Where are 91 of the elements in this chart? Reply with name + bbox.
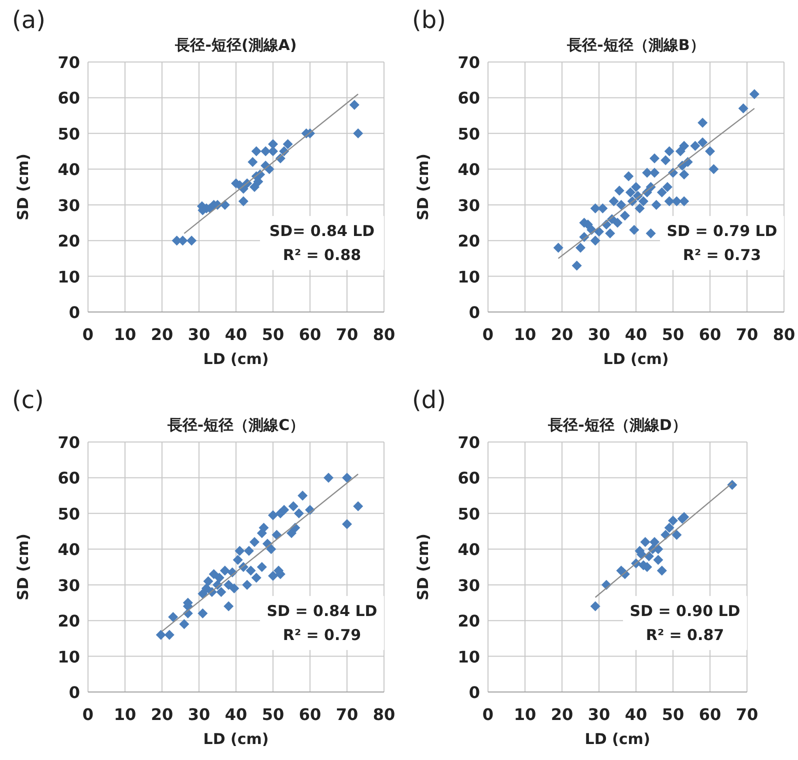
y-tick-label: 50 <box>58 124 80 144</box>
y-tick-label: 50 <box>458 504 480 524</box>
y-tick-label: 70 <box>58 433 80 452</box>
x-tick-label: 10 <box>514 705 536 724</box>
annotation: SD= 0.84 LD <box>269 222 375 240</box>
x-tick-label: 50 <box>262 705 284 724</box>
chart-title: 長径-短径（測線D） <box>547 416 687 434</box>
y-axis-title: SD (cm) <box>414 154 432 220</box>
x-tick-label: 20 <box>150 705 174 724</box>
annotation: SD = 0.84 LD <box>266 602 378 620</box>
x-tick-label: 0 <box>82 705 94 724</box>
y-tick-label: 70 <box>458 433 480 452</box>
y-tick-label: 20 <box>458 232 480 251</box>
y-tick-label: 20 <box>458 612 480 631</box>
text: (a) <box>12 6 46 34</box>
y-tick-label: 50 <box>458 124 480 144</box>
y-tick-label: 30 <box>458 576 480 595</box>
y-tick-label: 60 <box>58 88 80 108</box>
x-tick-label: 80 <box>772 325 796 344</box>
x-tick-label: 40 <box>224 325 248 344</box>
annotation: R² = 0.88 <box>282 246 362 264</box>
annotation: R² = 0.87 <box>646 626 724 644</box>
x-tick-label: 30 <box>588 705 610 724</box>
x-axis-title: LD (cm) <box>603 350 669 368</box>
y-tick-label: 0 <box>68 303 80 322</box>
y-tick-label: 0 <box>468 683 480 702</box>
x-tick-label: 50 <box>662 705 684 724</box>
y-tick-label: 30 <box>58 196 80 215</box>
x-tick-label: 60 <box>298 705 322 724</box>
y-tick-label: 60 <box>458 468 480 488</box>
x-tick-label: 50 <box>262 325 284 344</box>
y-tick-label: 10 <box>458 647 480 666</box>
x-tick-label: 30 <box>188 325 210 344</box>
x-tick-label: 30 <box>188 705 210 724</box>
x-tick-label: 40 <box>224 705 248 724</box>
y-axis-title: SD (cm) <box>14 154 32 220</box>
x-tick-label: 0 <box>482 325 494 344</box>
y-tick-label: 10 <box>458 267 480 286</box>
y-tick-label: 60 <box>58 468 80 488</box>
x-tick-label: 70 <box>336 325 358 344</box>
x-tick-label: 50 <box>662 325 684 344</box>
chart-title: 長径-短径（測線B） <box>566 36 705 54</box>
x-tick-label: 60 <box>698 325 722 344</box>
annotation: R² = 0.73 <box>682 246 762 264</box>
x-tick-label: 60 <box>298 325 322 344</box>
x-tick-label: 20 <box>550 705 574 724</box>
y-tick-label: 10 <box>58 267 80 286</box>
x-tick-label: 20 <box>150 325 174 344</box>
x-axis-title: LD (cm) <box>203 350 269 368</box>
text: (d) <box>412 386 446 414</box>
chart-title: 長径-短径(測線A) <box>174 36 297 54</box>
chart-title: 長径-短径（測線C） <box>166 416 305 434</box>
y-axis-title: SD (cm) <box>414 534 432 600</box>
y-tick-label: 40 <box>458 160 480 180</box>
x-tick-label: 70 <box>736 705 758 724</box>
y-tick-label: 20 <box>58 232 80 251</box>
y-tick-label: 70 <box>458 53 480 72</box>
annotation: SD = 0.79 LD <box>666 222 778 240</box>
x-tick-label: 20 <box>550 325 574 344</box>
y-tick-label: 20 <box>58 612 80 631</box>
y-tick-label: 50 <box>58 504 80 524</box>
x-tick-label: 30 <box>588 325 610 344</box>
x-axis-title: LD (cm) <box>584 730 650 748</box>
y-tick-label: 40 <box>58 540 80 560</box>
text: (c) <box>12 386 44 414</box>
x-tick-label: 10 <box>114 325 136 344</box>
x-tick-label: 40 <box>624 325 648 344</box>
annotation: R² = 0.79 <box>282 626 362 644</box>
y-tick-label: 0 <box>468 303 480 322</box>
x-tick-label: 0 <box>82 325 94 344</box>
x-tick-label: 70 <box>336 705 358 724</box>
x-tick-label: 10 <box>514 325 536 344</box>
x-tick-label: 80 <box>372 325 396 344</box>
y-tick-label: 30 <box>458 196 480 215</box>
y-tick-label: 0 <box>68 683 80 702</box>
y-tick-label: 30 <box>58 576 80 595</box>
x-tick-label: 80 <box>372 705 396 724</box>
x-tick-label: 0 <box>482 705 494 724</box>
y-tick-label: 40 <box>458 540 480 560</box>
y-tick-label: 60 <box>458 88 480 108</box>
x-tick-label: 40 <box>624 705 648 724</box>
y-tick-label: 40 <box>58 160 80 180</box>
x-axis-title: LD (cm) <box>203 730 269 748</box>
x-tick-label: 70 <box>736 325 758 344</box>
annotation: SD = 0.90 LD <box>630 602 740 620</box>
x-tick-label: 10 <box>114 705 136 724</box>
y-tick-label: 70 <box>58 53 80 72</box>
text: (b) <box>412 6 446 34</box>
y-tick-label: 10 <box>58 647 80 666</box>
x-tick-label: 60 <box>698 705 722 724</box>
y-axis-title: SD (cm) <box>14 534 32 600</box>
